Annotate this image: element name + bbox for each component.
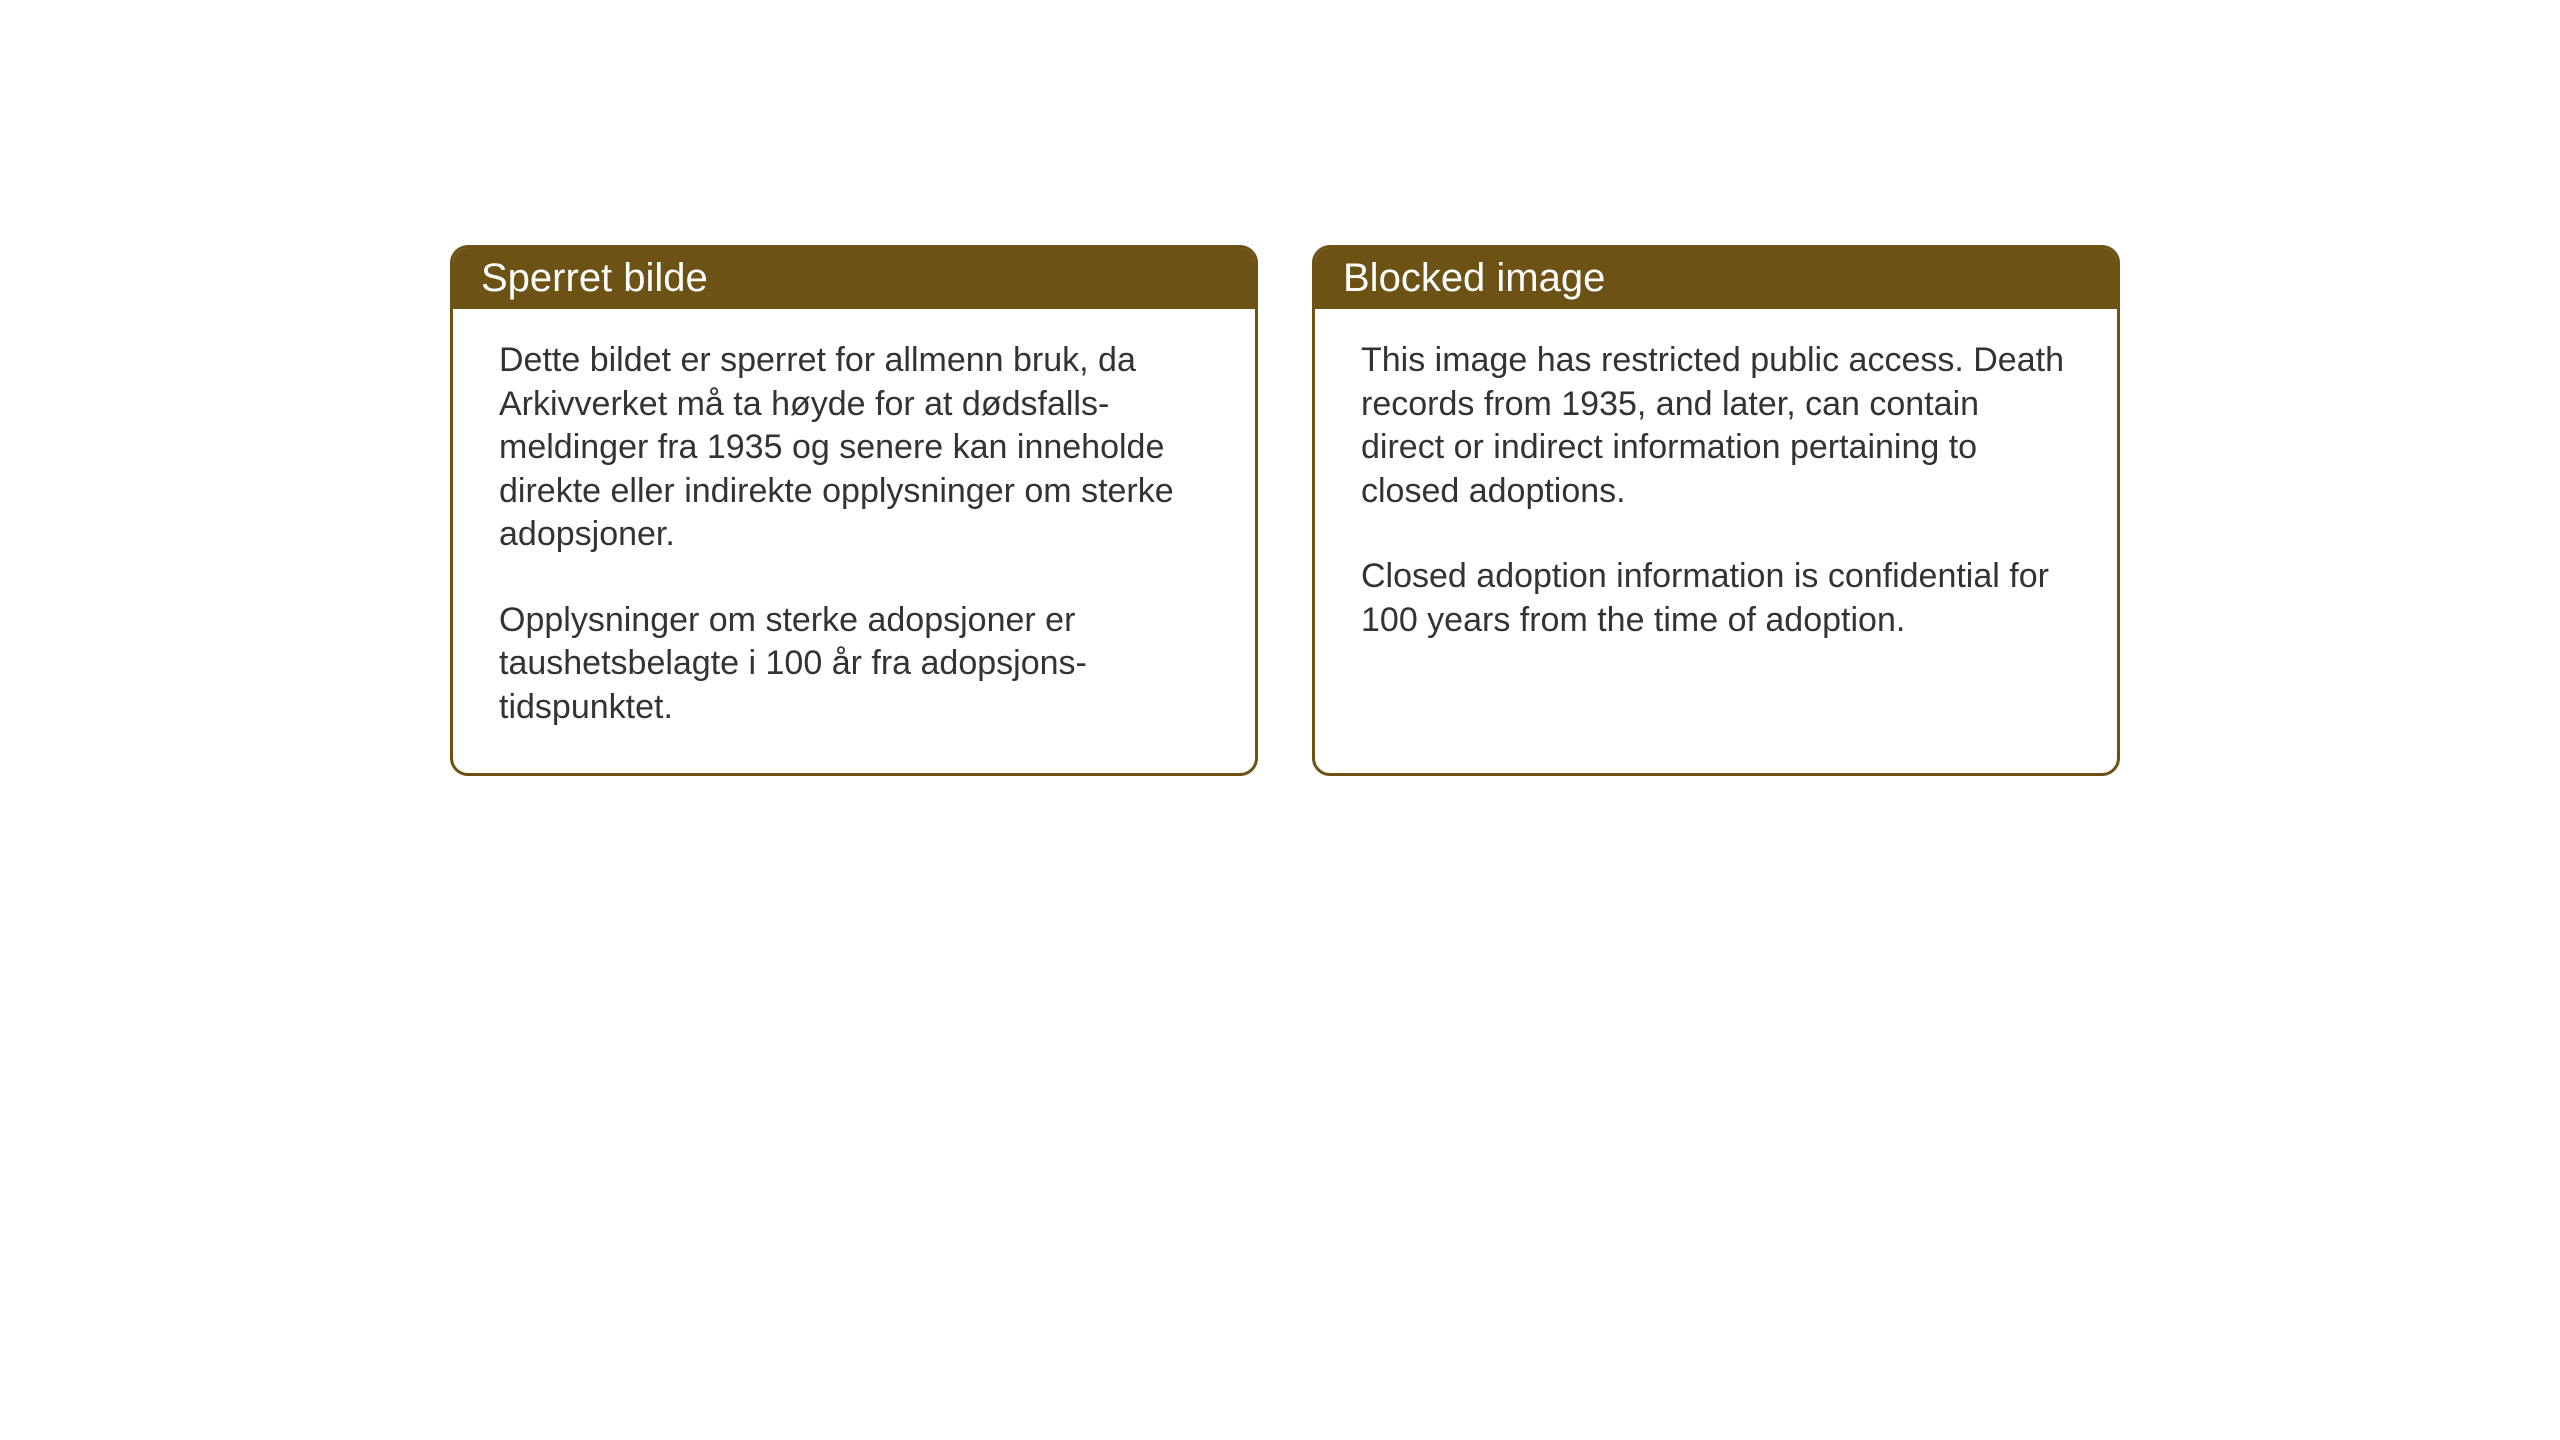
blocked-image-card-norwegian: Sperret bilde Dette bildet er sperret fo… bbox=[450, 245, 1258, 776]
card-header-english: Blocked image bbox=[1315, 248, 2117, 309]
card-paragraph-2: Closed adoption information is confident… bbox=[1361, 555, 2071, 642]
card-header-norwegian: Sperret bilde bbox=[453, 248, 1255, 309]
card-paragraph-1: Dette bildet er sperret for allmenn bruk… bbox=[499, 339, 1209, 557]
card-paragraph-1: This image has restricted public access.… bbox=[1361, 339, 2071, 513]
card-paragraph-2: Opplysninger om sterke adopsjoner er tau… bbox=[499, 599, 1209, 730]
blocked-image-card-english: Blocked image This image has restricted … bbox=[1312, 245, 2120, 776]
cards-container: Sperret bilde Dette bildet er sperret fo… bbox=[0, 0, 2560, 776]
card-body-norwegian: Dette bildet er sperret for allmenn bruk… bbox=[453, 309, 1255, 773]
card-title: Blocked image bbox=[1343, 256, 1605, 300]
card-title: Sperret bilde bbox=[481, 256, 708, 300]
card-body-english: This image has restricted public access.… bbox=[1315, 309, 2117, 686]
